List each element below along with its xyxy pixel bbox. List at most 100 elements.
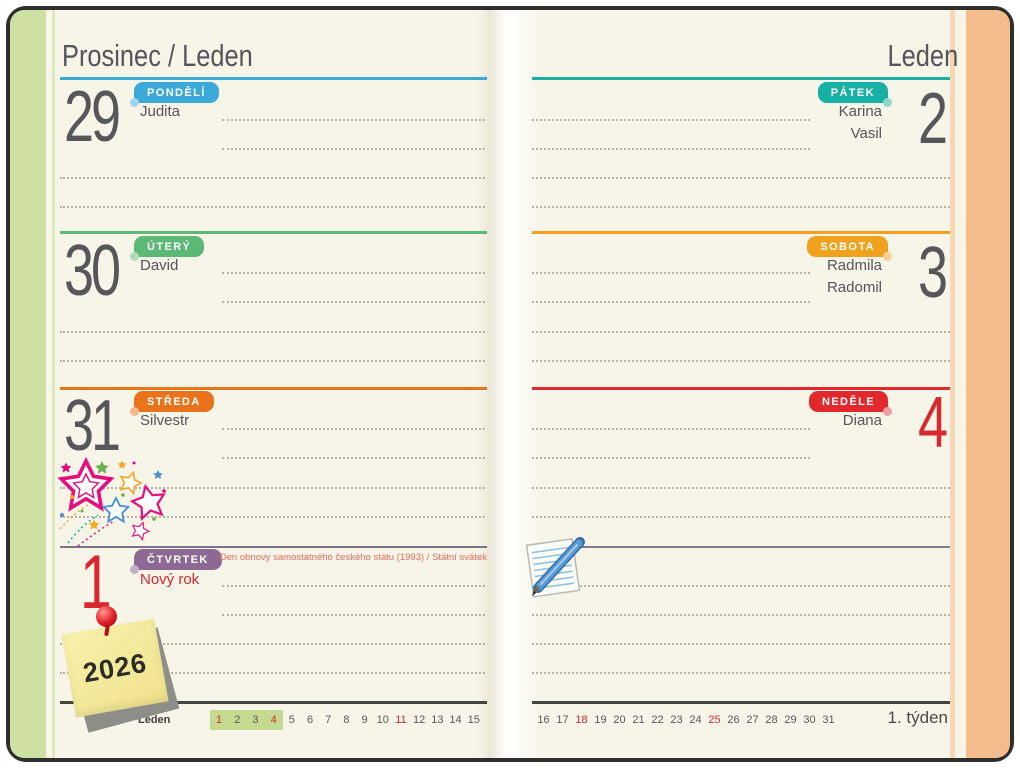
mini-date: 21 <box>632 714 645 726</box>
mini-date: 8 <box>343 714 350 726</box>
writing-line <box>532 301 810 303</box>
day-number-saturday: 3 <box>917 233 948 313</box>
thursday-divider <box>60 546 487 548</box>
mini-date: 5 <box>288 714 295 726</box>
writing-line <box>532 643 950 645</box>
tuesday-weekday-label: ÚTERÝ <box>147 240 192 253</box>
writing-line <box>60 643 485 645</box>
mini-date: 16 <box>537 714 550 726</box>
mini-date: 17 <box>556 714 569 726</box>
writing-line <box>222 585 485 587</box>
mini-date: 13 <box>431 714 444 726</box>
mini-date: 7 <box>325 714 332 726</box>
header-rule-left <box>60 77 487 80</box>
wednesday-divider <box>60 387 487 390</box>
writing-line <box>60 516 485 518</box>
mini-date: 19 <box>594 714 607 726</box>
notepad-pen-doodle <box>525 537 585 598</box>
stars-doodle <box>59 459 169 547</box>
writing-line <box>222 148 485 150</box>
page-gutter <box>478 10 542 758</box>
writing-line <box>532 177 950 179</box>
mini-date: 26 <box>727 714 740 726</box>
mini-date: 10 <box>376 714 389 726</box>
holiday-note: Den obnovy samostatného českého státu (1… <box>219 552 487 563</box>
mini-date: 2 <box>228 710 247 730</box>
writing-line <box>532 487 950 489</box>
mini-date: 9 <box>361 714 368 726</box>
mini-date: 27 <box>746 714 759 726</box>
writing-line <box>532 119 810 121</box>
writing-line <box>532 428 810 430</box>
mini-date: 23 <box>670 714 683 726</box>
monday-tab: PONDĚLÍ <box>130 82 219 107</box>
writing-line <box>222 119 485 121</box>
writing-line <box>532 614 950 616</box>
sticky-note-paper: 2026 <box>61 618 169 718</box>
footer-rule-right <box>532 701 950 704</box>
mini-date: 28 <box>765 714 778 726</box>
wednesday-nameday: Silvestr <box>140 412 190 429</box>
writing-line <box>532 672 950 674</box>
week-number-label: 1. týden <box>887 708 949 727</box>
writing-line <box>60 487 485 489</box>
writing-line <box>532 206 950 208</box>
day-number-tuesday: 30 <box>64 231 121 311</box>
friday-weekday-label: PÁTEK <box>830 86 875 99</box>
sunday-nameday: Diana <box>842 412 882 429</box>
sticky-note-year: 2026 <box>80 647 150 688</box>
mini-date: 25 <box>708 714 721 726</box>
mini-date: 18 <box>575 714 588 726</box>
saturday-tab: SOBOTA <box>807 236 892 261</box>
mini-date: 14 <box>449 714 462 726</box>
footer-rule-left <box>60 701 487 704</box>
notes-divider <box>532 546 950 548</box>
day-number-sunday: 4 <box>917 383 948 463</box>
friday-nameday-1: Karina <box>838 103 882 120</box>
mini-date: 3 <box>246 710 265 730</box>
tuesday-divider <box>60 231 487 234</box>
push-pin-icon <box>96 606 117 627</box>
writing-line <box>532 585 950 587</box>
wednesday-tab: STŘEDA <box>130 391 214 416</box>
mini-date: 30 <box>803 714 816 726</box>
writing-line <box>60 206 485 208</box>
left-cover-strip <box>10 10 46 758</box>
day-number-monday: 29 <box>64 77 121 157</box>
sticky-note: 2026 <box>60 606 180 733</box>
writing-line <box>222 457 485 459</box>
sunday-weekday-label: NEDĚLE <box>821 395 875 408</box>
mini-date: 1 <box>210 710 229 730</box>
right-cover-strip <box>966 10 1010 758</box>
mini-date: 29 <box>784 714 797 726</box>
mini-date: 15 <box>467 714 480 726</box>
mini-calendar-left: 1 2 3 4 5 6 7 8 9 10 11 12 13 14 15 <box>210 710 483 730</box>
mini-date: 31 <box>822 714 835 726</box>
mini-date: 11 <box>395 714 407 726</box>
writing-line <box>532 272 810 274</box>
friday-tab: PÁTEK <box>817 82 893 107</box>
writing-line <box>532 457 810 459</box>
mini-date: 22 <box>651 714 664 726</box>
thursday-weekday-label: ČTVRTEK <box>147 553 209 566</box>
monday-nameday: Judita <box>140 103 181 120</box>
mini-date: 24 <box>689 714 702 726</box>
mini-date: 20 <box>613 714 626 726</box>
writing-line <box>60 331 485 333</box>
mini-calendar-right: 16 17 18 19 20 21 22 23 24 25 26 27 28 2… <box>534 710 838 730</box>
saturday-nameday-2: Radomil <box>826 279 882 296</box>
page-title-left: Prosinec / Leden <box>62 38 253 73</box>
header-rule-right <box>532 77 950 80</box>
sunday-divider <box>532 387 950 390</box>
mini-date: 4 <box>264 710 283 730</box>
writing-line <box>60 672 485 674</box>
day-number-wednesday: 31 <box>64 386 121 466</box>
writing-line <box>222 301 485 303</box>
mini-date: 6 <box>306 714 314 726</box>
writing-line <box>222 614 485 616</box>
saturday-weekday-label: SOBOTA <box>820 240 875 253</box>
saturday-divider <box>532 231 950 234</box>
saturday-nameday-1: Radmila <box>826 257 882 274</box>
left-strip-accent <box>52 10 55 758</box>
